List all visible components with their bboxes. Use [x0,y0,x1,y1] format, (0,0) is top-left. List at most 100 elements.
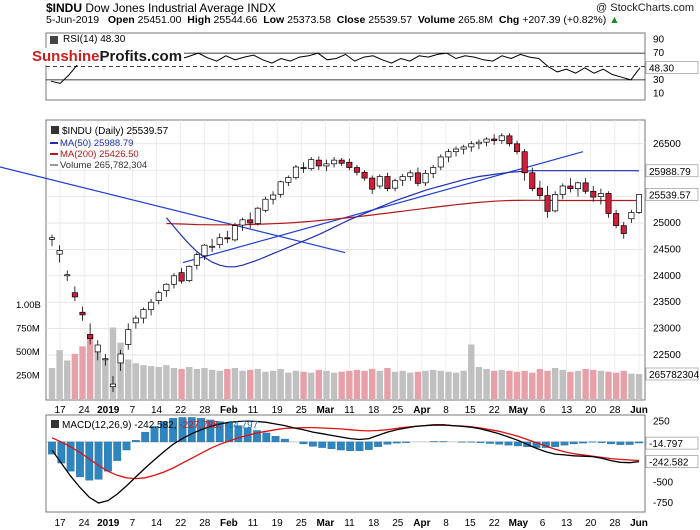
candle-body [148,301,155,310]
legend-entry: MA(50) 25988.79 [60,138,133,149]
volume-bar [330,372,338,399]
close-value: 25539.57 [368,14,413,26]
x-axis-label: 6 [540,405,546,416]
volume-bar [201,367,208,399]
candle [148,299,155,316]
volume-bar [376,370,384,399]
candle-body [613,213,620,226]
macd-x-axis-label: 11 [344,518,355,529]
macd-hist-bar [253,430,261,443]
macd-hist-bar [262,432,271,443]
macd-last-label: -242.582 [649,458,689,469]
price-panel: 2650026000255002500024500240002350023000… [0,119,699,416]
volume-bar [498,369,505,399]
volume-bar [224,368,231,399]
macd-hist-bar [318,441,327,448]
candle-body [353,167,360,173]
candle [544,186,551,218]
candle [102,353,109,366]
candle-body [346,161,353,168]
candle-body [552,194,559,212]
volume-bar [64,360,71,399]
low-label: Low [263,14,285,26]
x-axis-label: Jun [630,405,648,416]
candle [491,134,498,145]
price-tick-label: 22500 [653,350,681,361]
candle [460,144,467,155]
x-axis-label: 28 [609,405,621,416]
candle [430,164,437,179]
candle [300,162,307,173]
rsi-last-label: 48.30 [649,64,674,75]
candle [597,188,604,205]
volume-bar [590,369,597,399]
candle [613,209,620,229]
macd-hist-bar [281,438,289,443]
volume-bar [254,368,262,399]
candle-body [369,177,376,190]
candle [369,175,376,194]
up-arrow-icon: ▲ [609,14,620,26]
x-axis-label: 2019 [97,405,120,416]
volume-bar [559,369,566,399]
rsi-tick-label: 90 [653,35,665,46]
candle-body [64,274,71,277]
volume-label: Volume [417,14,456,26]
candle-body [270,194,277,200]
macd-hist-bar [364,441,373,450]
candle [353,164,360,176]
volume-bar [628,373,635,399]
ma50-last-label: 25988.79 [649,167,691,178]
volume-bar [399,370,406,399]
candle [193,252,200,270]
volume-bar [346,370,353,399]
macd-x-axis-label: Feb [220,518,238,529]
open-value: 25451.00 [137,14,182,26]
candle [270,191,277,205]
volume-bar [521,370,528,399]
volume-bar [186,367,193,399]
rsi-legend-swatch [50,36,58,44]
volume-bar [79,346,86,399]
price-tick-label: 24500 [653,244,681,255]
rsi-tick-label: 30 [653,75,665,86]
volume-bar [635,373,643,399]
candle [361,170,368,181]
x-axis-label: 15 [465,405,477,416]
chg-value: +207.39 (+0.82%) [522,14,607,26]
ma50-last-label-box [645,164,699,178]
x-axis-label: 24 [79,405,91,416]
x-axis-label: 18 [368,405,380,416]
candle-body [597,193,604,197]
macd-hist-bar [159,421,168,443]
macd-tick-label: -500 [653,478,673,489]
macd-hist-bar [215,421,224,443]
chg-label: Chg [498,14,520,26]
candle [170,273,177,289]
volume-bar [193,368,201,399]
x-axis-label: 25 [392,405,404,416]
uptrend-line [182,151,584,264]
macd-x-axis-label: 7 [130,518,136,529]
candle-body [361,171,368,179]
macd-hist-bar [66,441,75,472]
candle-body [109,383,117,388]
candle-body [628,212,635,220]
macd-hist-bar [513,441,522,447]
volume-bar [262,371,269,399]
candle-body [491,138,498,141]
price-tick-label: 24000 [653,271,681,282]
x-axis-label: 22 [489,405,501,416]
candle-body [399,176,406,181]
candle [323,159,330,172]
macd-x-axis-label: May [509,518,529,529]
exchange: INDX [247,1,276,15]
logo-part-2: Profits [99,48,148,65]
candle [315,156,322,171]
x-axis-label: 11 [248,405,259,416]
candle-body [186,265,193,281]
macd-hist-bar [607,441,615,445]
macd-hist-bar [476,441,485,443]
volume-bar [529,372,536,399]
candle [407,170,414,181]
